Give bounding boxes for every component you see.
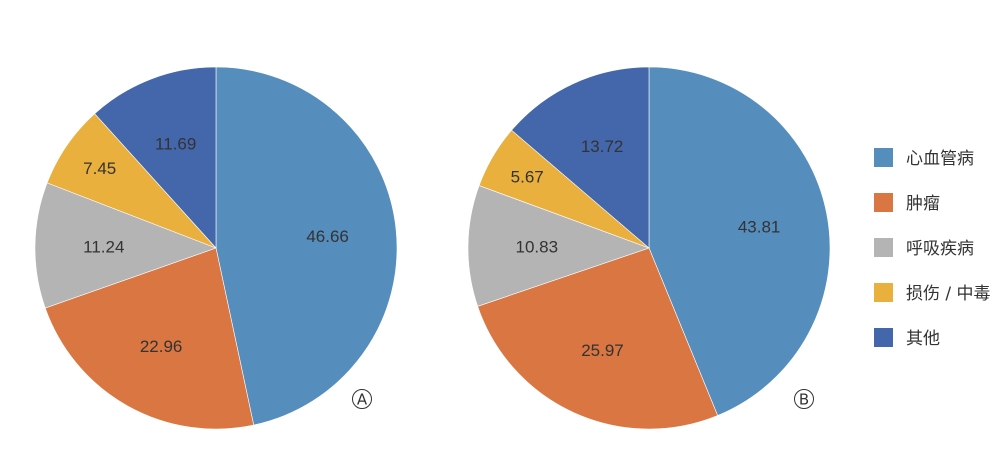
legend-swatch-2 — [874, 238, 893, 257]
pie-a-slice-1 — [44, 247, 255, 430]
pie-b-label-1: 25.97 — [581, 341, 624, 360]
legend-swatch-1 — [874, 193, 893, 212]
pie-b-slice-0 — [648, 66, 831, 416]
panel-a-circle — [352, 389, 372, 409]
legend-label-4: 其他 — [906, 329, 940, 349]
pie-a-label-3: 7.45 — [83, 159, 116, 178]
pie-b-label-3: 5.67 — [511, 168, 544, 187]
pie-b-label-2: 10.83 — [516, 238, 559, 257]
pie-a-slice-2 — [34, 182, 217, 309]
pie-chart-a: 46.66 22.96 11.24 7.45 11.69 A — [34, 66, 398, 430]
pie-a-slice-4 — [94, 66, 217, 249]
panel-a-letter: A — [357, 391, 368, 409]
legend-swatch-0 — [874, 148, 893, 167]
pie-b-slice-1 — [477, 247, 719, 430]
panel-b-letter: B — [799, 391, 809, 409]
legend-label-2: 呼吸疾病 — [906, 239, 974, 259]
legend-label-1: 肿瘤 — [906, 194, 940, 214]
pie-b-slice-2 — [467, 185, 650, 307]
legend-label-0: 心血管病 — [906, 149, 974, 169]
panel-b-circle — [794, 389, 814, 409]
pie-chart-b: 43.81 25.97 10.83 5.67 13.72 B — [467, 66, 831, 430]
pie-b-label-4: 13.72 — [581, 137, 624, 156]
legend-label-3: 损伤 / 中毒 — [906, 284, 991, 304]
legend-swatch-4 — [874, 328, 893, 347]
pie-a-slice-0 — [215, 66, 398, 426]
pie-b-label-0: 43.81 — [738, 217, 781, 236]
pie-b-slice-4 — [511, 66, 650, 249]
pie-a-label-2: 11.24 — [83, 237, 124, 256]
pie-a-label-1: 22.96 — [140, 337, 183, 356]
pie-a-label-4: 11.69 — [155, 134, 196, 153]
pie-a-label-0: 46.66 — [306, 227, 349, 246]
legend-swatch-3 — [874, 283, 893, 302]
